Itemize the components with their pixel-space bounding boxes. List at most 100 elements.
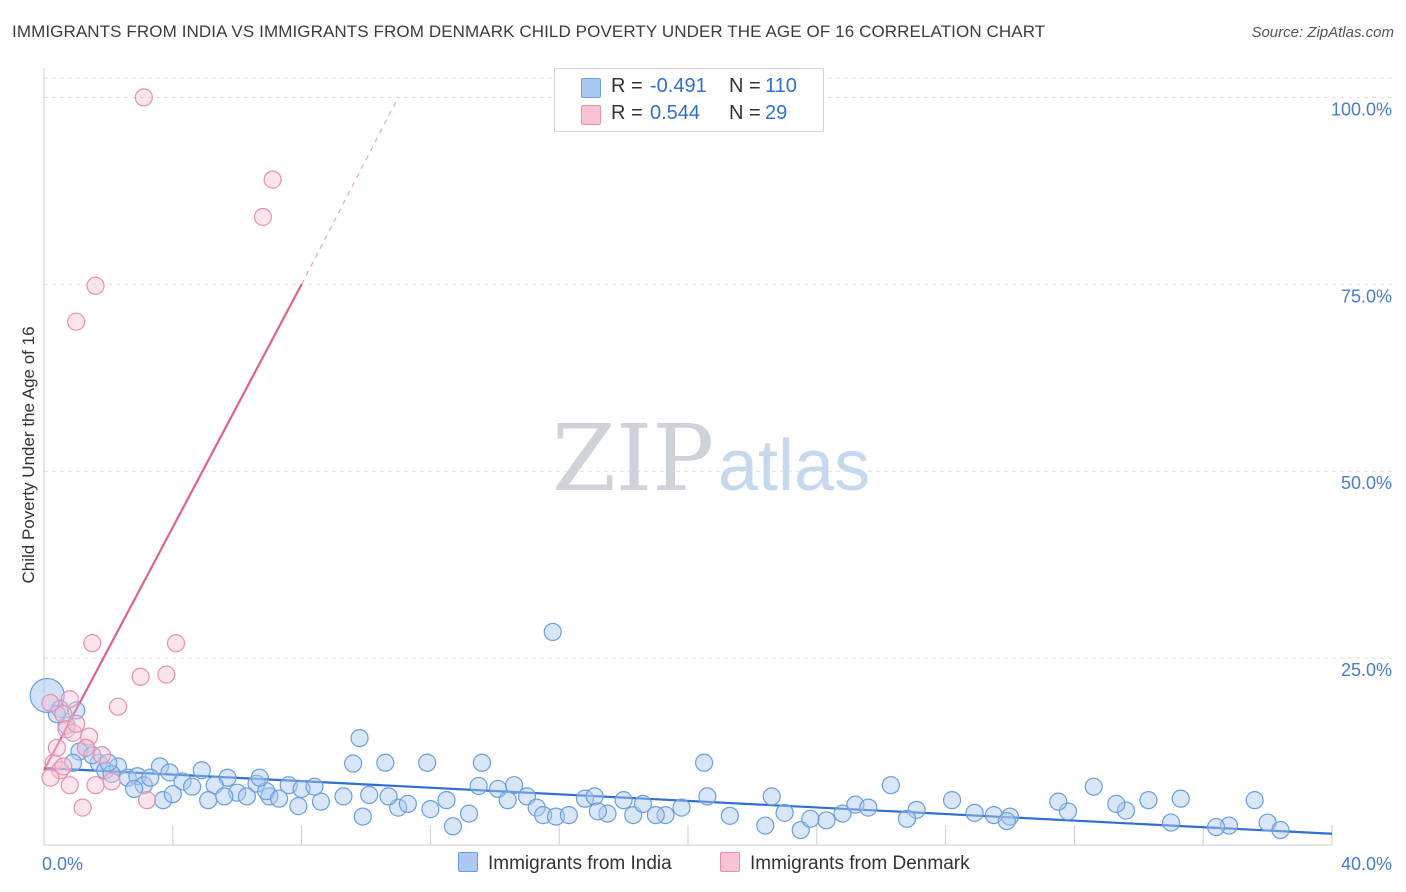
- denmark-point: [41, 693, 60, 713]
- india-point: [379, 787, 398, 806]
- india-point: [1171, 789, 1190, 808]
- india-point: [1058, 802, 1078, 821]
- denmark-point: [67, 312, 86, 331]
- india-point: [775, 803, 794, 822]
- india-point: [250, 768, 269, 787]
- india-point: [334, 787, 353, 806]
- denmark-point: [60, 776, 79, 795]
- india-point: [163, 785, 182, 804]
- india-point: [47, 705, 66, 724]
- india-point: [527, 798, 546, 817]
- y-tick-label: 100.0%: [1331, 99, 1392, 119]
- india-point: [817, 811, 836, 830]
- india-point: [1139, 791, 1158, 810]
- india-point: [125, 779, 144, 799]
- denmark-point: [60, 690, 79, 709]
- x-axis-tick-labels: 0.0% 40.0%: [42, 854, 1392, 874]
- india-point: [1245, 791, 1264, 810]
- india-point: [398, 794, 417, 813]
- india-legend-label: Immigrants from India: [488, 853, 672, 874]
- india-point: [498, 791, 517, 810]
- india-point: [141, 768, 160, 787]
- source-label: Source: ZipAtlas.com: [1251, 24, 1394, 41]
- india-point: [646, 805, 665, 825]
- denmark-point: [76, 738, 95, 757]
- india-point: [1271, 820, 1290, 840]
- india-point: [154, 791, 173, 810]
- india-point: [305, 777, 324, 796]
- india-point: [505, 776, 524, 795]
- y-tick-label: 25.0%: [1341, 660, 1392, 680]
- india-point: [672, 798, 691, 817]
- india-point: [881, 776, 900, 795]
- india-point: [1116, 801, 1136, 820]
- india-point: [614, 791, 633, 810]
- r-label: R =: [611, 75, 643, 97]
- bottom-legend-denmark: Immigrants from Denmark: [720, 852, 970, 876]
- india-point: [543, 622, 562, 642]
- denmark-point: [108, 697, 128, 716]
- denmark-point: [92, 746, 112, 765]
- n-label: N =: [729, 102, 761, 124]
- india-point: [289, 797, 308, 816]
- india-point: [350, 728, 369, 748]
- india-point: [698, 787, 717, 806]
- denmark-point: [73, 798, 92, 817]
- y-tick-label: 50.0%: [1341, 473, 1392, 493]
- india-n-value: 110: [765, 75, 797, 97]
- india-point: [376, 753, 395, 772]
- denmark-trend-extension: [301, 97, 399, 285]
- india-point: [965, 803, 984, 822]
- india-point: [1049, 792, 1068, 811]
- denmark-point: [131, 667, 150, 686]
- india-point: [183, 777, 202, 796]
- india-point: [344, 754, 363, 773]
- denmark-point: [83, 634, 102, 653]
- india-point: [897, 809, 917, 828]
- x-tick-label: 40.0%: [1341, 854, 1392, 874]
- india-point: [99, 753, 118, 772]
- denmark-points: [41, 88, 282, 817]
- india-point: [859, 798, 878, 817]
- watermark-zip: ZIP: [552, 405, 714, 512]
- denmark-point: [44, 753, 63, 772]
- india-point: [559, 805, 578, 825]
- india-point: [50, 699, 70, 719]
- denmark-point: [253, 207, 273, 227]
- india-r-value: -0.491: [650, 75, 707, 97]
- y-tick-label: 75.0%: [1341, 286, 1392, 306]
- india-point: [437, 791, 456, 810]
- india-point: [192, 761, 211, 780]
- denmark-trend-line: [43, 283, 303, 771]
- denmark-point: [41, 768, 60, 787]
- denmark-r-value: 0.544: [650, 102, 701, 124]
- india-point: [1206, 817, 1226, 837]
- india-point: [83, 746, 102, 765]
- india-point: [997, 811, 1016, 831]
- india-trend-line: [43, 766, 1333, 835]
- india-point: [459, 804, 479, 823]
- r-label: R =: [611, 102, 643, 124]
- india-point: [237, 787, 256, 806]
- axes: [43, 68, 1333, 846]
- india-point: [1107, 794, 1126, 813]
- denmark-point: [86, 276, 105, 295]
- india-point: [585, 787, 604, 806]
- denmark-n-value: 29: [765, 102, 788, 124]
- denmark-point: [102, 772, 121, 791]
- india-point: [656, 805, 675, 825]
- chart-title: IMMIGRANTS FROM INDIA VS IMMIGRANTS FROM…: [12, 22, 1046, 41]
- denmark-point: [263, 170, 282, 189]
- india-point: [269, 789, 289, 808]
- india-point: [199, 791, 218, 810]
- correlation-legend: R = -0.491 N = 110 R = 0.544 N = 29: [554, 68, 824, 132]
- denmark-legend-label: Immigrants from Denmark: [750, 853, 970, 874]
- denmark-swatch: [581, 105, 601, 125]
- denmark-point: [54, 757, 73, 776]
- india-point: [469, 776, 488, 796]
- denmark-point: [134, 88, 153, 107]
- india-point: [633, 794, 653, 813]
- trend-lines: [43, 97, 1333, 835]
- india-point: [160, 763, 179, 782]
